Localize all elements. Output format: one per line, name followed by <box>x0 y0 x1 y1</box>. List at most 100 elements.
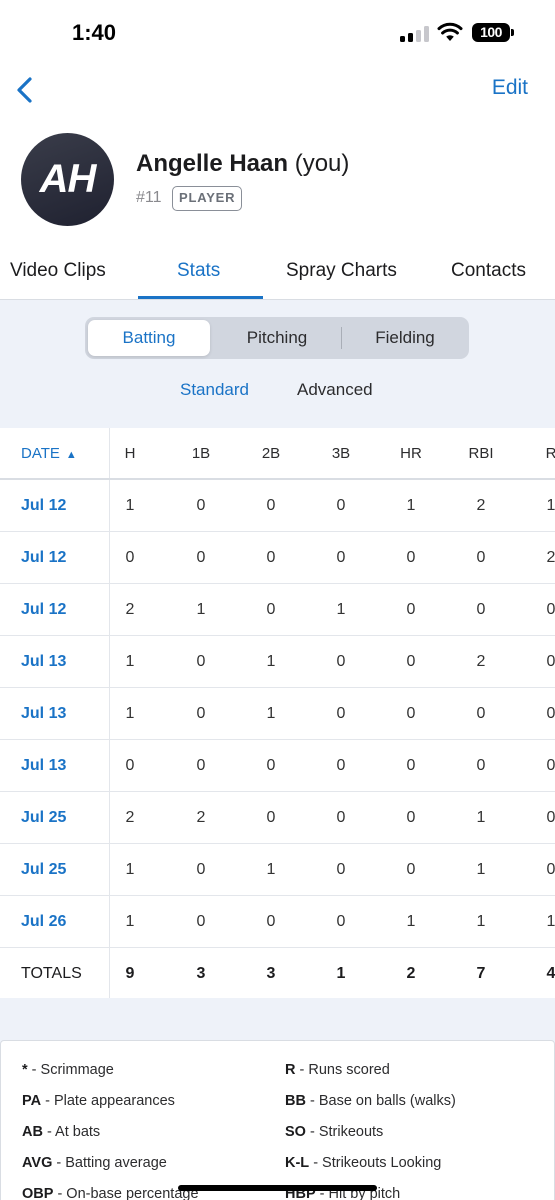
stat-cell: 0 <box>546 861 555 878</box>
stat-cell: 0 <box>406 601 416 618</box>
stat-type-segmented-control: Batting Pitching Fielding <box>85 317 469 359</box>
total-cell: 1 <box>336 965 346 982</box>
column-header-1b[interactable]: 1B <box>191 445 211 462</box>
stat-cell: 2 <box>125 809 135 826</box>
column-header-2b[interactable]: 2B <box>261 445 281 462</box>
legend-desc: - Runs scored <box>295 1062 390 1078</box>
stat-cell: 1 <box>266 705 276 722</box>
subtab-advanced[interactable]: Advanced <box>297 380 373 399</box>
stat-cell: 1 <box>125 861 135 878</box>
stat-cell: 0 <box>476 705 486 722</box>
stats-legend: * - Scrimmage R - Runs scored PA - Plate a… <box>0 1040 555 1200</box>
stat-cell: 0 <box>125 549 135 566</box>
column-header-h[interactable]: H <box>124 445 136 462</box>
stat-cell: 0 <box>476 757 486 774</box>
column-header-rbi[interactable]: RBI <box>468 445 494 462</box>
legend-abbr: AVG <box>22 1155 53 1171</box>
stat-cell: 0 <box>336 705 346 722</box>
total-cell: 3 <box>266 965 276 982</box>
stat-cell: 0 <box>476 601 486 618</box>
stat-cell: 1 <box>406 497 416 514</box>
game-date-link[interactable]: Jul 13 <box>21 653 67 670</box>
stat-cell: 1 <box>546 913 555 930</box>
table-row: Jul 25 1 0 1 0 0 1 0 <box>0 844 555 896</box>
stat-cell: 0 <box>336 809 346 826</box>
tab-stats[interactable]: Stats <box>177 260 221 281</box>
you-label: (you) <box>294 150 350 177</box>
legend-desc: - Batting average <box>52 1155 167 1171</box>
home-indicator <box>178 1185 377 1191</box>
player-name: Angelle Haan (you) <box>136 150 349 178</box>
stat-cell: 2 <box>125 601 135 618</box>
stat-cell: 0 <box>196 549 206 566</box>
stat-cell: 0 <box>196 913 206 930</box>
legend-desc: - On-base percentage <box>53 1186 199 1200</box>
total-cell: 9 <box>125 965 135 982</box>
stat-cell: 0 <box>406 705 416 722</box>
legend-abbr: PA <box>22 1093 42 1109</box>
legend-item: * - Scrimmage <box>22 1062 114 1078</box>
segment-batting[interactable]: Batting <box>88 320 210 356</box>
stat-cell: 0 <box>406 809 416 826</box>
column-header-3b[interactable]: 3B <box>331 445 351 462</box>
stat-cell: 1 <box>125 653 135 670</box>
legend-abbr: R <box>285 1062 296 1078</box>
active-tab-indicator <box>138 296 263 299</box>
stat-cell: 0 <box>546 705 555 722</box>
game-date-link[interactable]: Jul 12 <box>21 497 67 514</box>
stat-cell: 0 <box>406 549 416 566</box>
column-header-hr[interactable]: HR <box>400 445 422 462</box>
legend-desc: - At bats <box>42 1124 101 1140</box>
legend-abbr: K-L <box>285 1155 310 1171</box>
game-date-link[interactable]: Jul 12 <box>21 549 67 566</box>
stat-cell: 0 <box>406 757 416 774</box>
game-date-link[interactable]: Jul 26 <box>21 913 67 930</box>
legend-item: AVG - Batting average <box>22 1155 167 1171</box>
segment-pitching[interactable]: Pitching <box>246 328 308 347</box>
legend-desc: - Scrimmage <box>27 1062 114 1078</box>
stat-cell: 0 <box>406 653 416 670</box>
tab-video-clips[interactable]: Video Clips <box>10 260 106 281</box>
stat-cell: 0 <box>196 757 206 774</box>
status-time: 1:40 <box>72 20 117 45</box>
tab-contacts[interactable]: Contacts <box>451 260 526 281</box>
column-header-r[interactable]: R <box>545 445 555 462</box>
game-date-link[interactable]: Jul 25 <box>21 861 67 878</box>
stat-cell: 0 <box>125 757 135 774</box>
table-row: Jul 12 2 1 0 1 0 0 0 <box>0 584 555 636</box>
totals-row: TOTALS 9 3 3 1 2 7 4 <box>0 948 555 1000</box>
edit-button[interactable]: Edit <box>491 76 528 99</box>
stat-cell: 2 <box>476 653 486 670</box>
game-date-link[interactable]: Jul 13 <box>21 757 67 774</box>
player-name-text: Angelle Haan <box>136 150 289 177</box>
legend-abbr: SO <box>285 1124 306 1140</box>
game-date-link[interactable]: Jul 13 <box>21 705 67 722</box>
tab-spray-charts[interactable]: Spray Charts <box>286 260 397 281</box>
game-date-link[interactable]: Jul 12 <box>21 601 67 618</box>
stat-cell: 0 <box>196 653 206 670</box>
battery-tip <box>511 29 514 36</box>
game-date-link[interactable]: Jul 25 <box>21 809 67 826</box>
table-row: Jul 12 0 0 0 0 0 0 2 <box>0 532 555 584</box>
stat-cell: 2 <box>546 549 555 566</box>
table-row: Jul 13 0 0 0 0 0 0 0 <box>0 740 555 792</box>
legend-item: R - Runs scored <box>285 1062 390 1078</box>
stat-cell: 0 <box>336 497 346 514</box>
legend-item: K-L - Strikeouts Looking <box>285 1155 441 1171</box>
status-bar: 1:40 100 <box>0 0 555 62</box>
segment-fielding[interactable]: Fielding <box>375 328 435 347</box>
date-column-header[interactable]: DATE ▲ <box>21 428 77 481</box>
stat-cell: 1 <box>266 653 276 670</box>
table-row: Jul 25 2 2 0 0 0 1 0 <box>0 792 555 844</box>
stat-cell: 0 <box>266 757 276 774</box>
table-row: Jul 13 1 0 1 0 0 0 0 <box>0 688 555 740</box>
back-button[interactable] <box>12 72 42 108</box>
legend-abbr: * <box>22 1062 28 1078</box>
legend-item: SO - Strikeouts <box>285 1124 383 1140</box>
subtab-standard[interactable]: Standard <box>180 380 249 399</box>
stat-cell: 2 <box>476 497 486 514</box>
jersey-number: #11 <box>136 189 162 206</box>
stat-cell: 1 <box>476 809 486 826</box>
stat-cell: 1 <box>266 861 276 878</box>
stat-cell: 1 <box>406 913 416 930</box>
